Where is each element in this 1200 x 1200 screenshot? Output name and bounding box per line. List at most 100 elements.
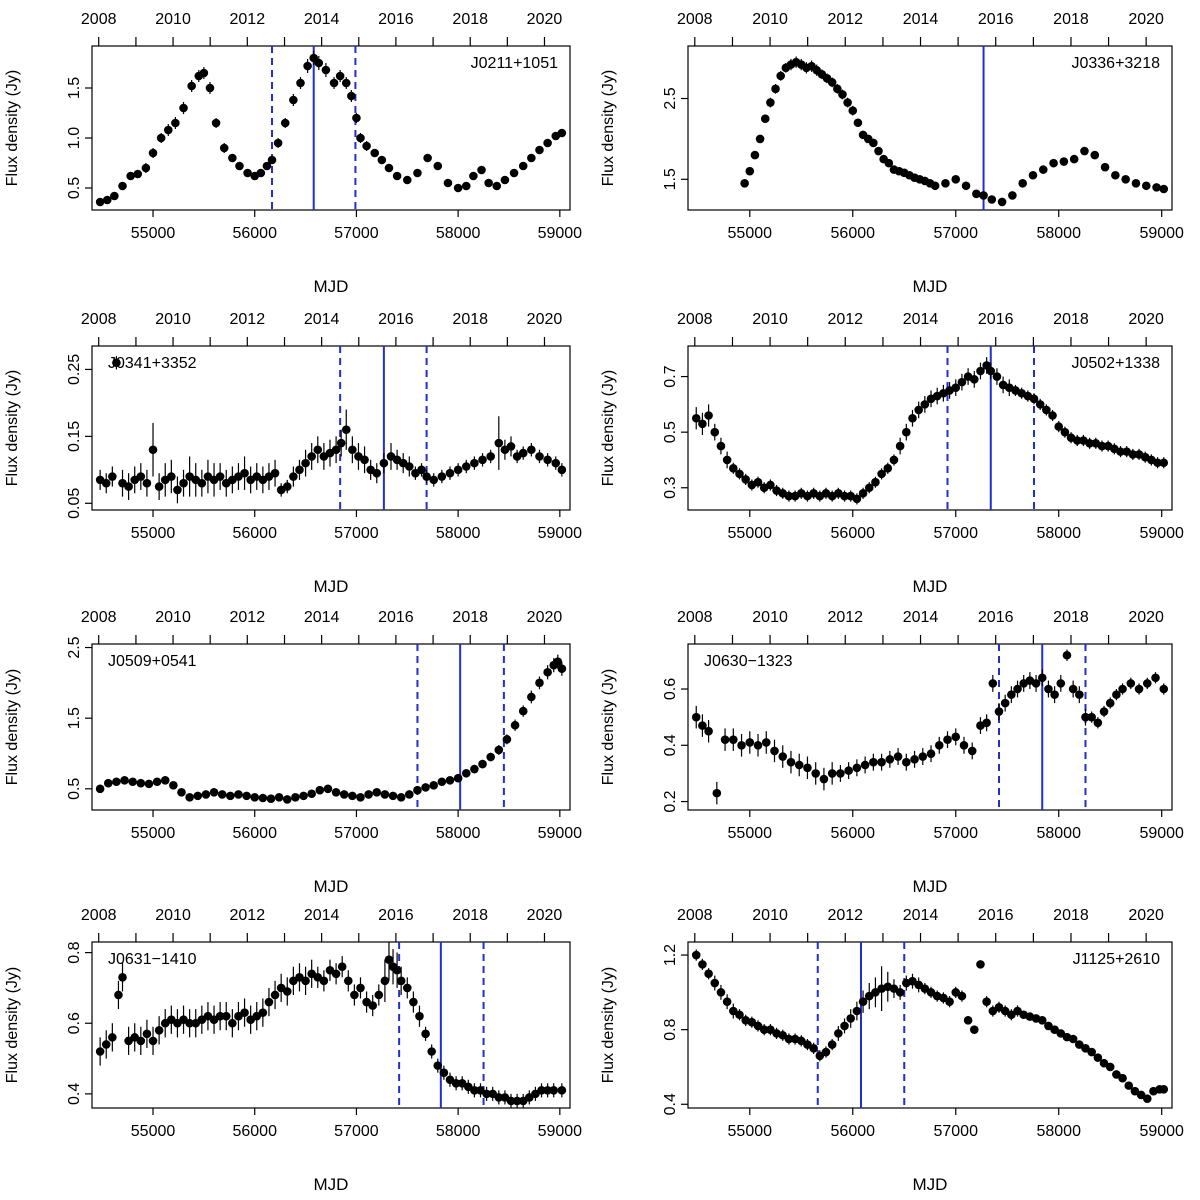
x-tick-label: 56000 <box>232 525 277 542</box>
data-point <box>396 792 406 802</box>
data-point <box>280 118 290 128</box>
y-tick-label: 0.15 <box>66 421 83 452</box>
data-points <box>95 942 567 1108</box>
year-tick-label: 2012 <box>230 11 266 28</box>
data-point <box>527 445 536 455</box>
data-point <box>289 95 298 105</box>
data-point <box>433 1061 443 1070</box>
data-point <box>323 784 333 794</box>
year-tick-label: 2014 <box>903 907 939 924</box>
data-point <box>557 128 567 138</box>
data-point <box>987 195 997 204</box>
data-point <box>815 1051 825 1061</box>
data-point <box>1000 1006 1010 1016</box>
year-tick-label: 2008 <box>81 907 117 924</box>
data-point <box>745 738 755 747</box>
data-point <box>152 777 162 787</box>
x-tick-label: 58000 <box>1036 825 1081 842</box>
year-tick-label: 2020 <box>1128 609 1164 626</box>
data-point <box>301 458 310 468</box>
data-point <box>372 468 382 478</box>
data-point <box>350 990 359 1000</box>
data-point <box>379 458 389 468</box>
data-point <box>893 752 903 761</box>
data-point <box>766 480 775 490</box>
data-point <box>704 726 713 736</box>
data-point <box>840 491 849 501</box>
data-point <box>553 657 563 666</box>
data-point <box>518 161 528 171</box>
data-point <box>329 78 339 88</box>
data-point <box>1008 191 1017 200</box>
data-point <box>1159 684 1169 694</box>
data-point <box>494 438 504 448</box>
x-tick-label: 57000 <box>933 1123 978 1140</box>
data-point <box>834 1029 843 1038</box>
data-point <box>527 153 536 163</box>
data-point <box>337 962 347 972</box>
data-point <box>136 778 146 788</box>
data-point <box>478 759 487 769</box>
x-tick-label: 55000 <box>131 825 176 842</box>
data-point <box>518 706 528 716</box>
year-tick-label: 2016 <box>378 311 414 328</box>
data-point <box>1153 458 1162 468</box>
data-point <box>778 1030 788 1040</box>
data-point <box>1007 1010 1016 1020</box>
data-point <box>838 90 847 99</box>
data-point <box>988 679 998 688</box>
data-point <box>902 427 911 437</box>
x-tick-label: 56000 <box>232 825 277 842</box>
panel-5: 55000 56000 57000 58000 59000 2008 2010 2012 201… <box>4 609 582 896</box>
data-point <box>994 707 1004 716</box>
data-point <box>171 118 180 128</box>
data-point <box>1060 427 1070 437</box>
data-point <box>126 171 135 181</box>
data-point <box>470 764 479 774</box>
data-point <box>982 718 991 728</box>
year-tick-label: 2008 <box>81 311 117 328</box>
data-point <box>1028 170 1038 180</box>
data-point <box>267 155 277 165</box>
data-point <box>920 984 930 993</box>
x-axis-label: MJD <box>314 277 349 296</box>
x-tick-label: 59000 <box>1139 225 1184 242</box>
year-tick-label: 2012 <box>827 311 863 328</box>
panel-7: 55000 56000 57000 58000 59000 2008 2010 2012 201… <box>4 907 582 1194</box>
data-point <box>1056 1029 1066 1038</box>
data-point <box>786 757 796 767</box>
data-point <box>421 783 430 792</box>
data-point <box>402 983 412 993</box>
y-tick-label: 1.5 <box>66 707 83 729</box>
data-point <box>1128 450 1138 459</box>
data-point <box>543 1086 552 1095</box>
data-point <box>710 978 720 988</box>
x-tick-label: 55000 <box>131 1123 176 1140</box>
year-tick-label: 2014 <box>304 609 340 626</box>
data-point <box>716 441 726 451</box>
data-point <box>1121 175 1130 184</box>
data-point <box>1097 441 1107 451</box>
data-point <box>549 1086 559 1095</box>
data-point <box>492 181 502 191</box>
data-point <box>1142 679 1152 688</box>
data-point <box>1136 1090 1146 1100</box>
data-point <box>95 197 105 207</box>
data-point <box>215 472 225 481</box>
y-axis-label: Flux density (Jy) <box>4 669 21 785</box>
y-tick-label: 0.3 <box>662 477 679 499</box>
data-point <box>315 785 325 795</box>
data-point <box>112 777 121 787</box>
x-tick-label: 57000 <box>933 225 978 242</box>
year-tick-label: 2010 <box>155 311 191 328</box>
data-point <box>1050 1025 1059 1034</box>
data-point <box>343 976 353 986</box>
data-point <box>289 472 298 481</box>
data-point <box>939 993 948 1003</box>
data-point <box>941 179 950 188</box>
x-tick-label: 58000 <box>1036 225 1081 242</box>
data-point <box>282 987 292 996</box>
data-point <box>827 769 837 778</box>
year-tick-label: 2016 <box>978 609 1014 626</box>
x-tick-label: 57000 <box>933 825 978 842</box>
